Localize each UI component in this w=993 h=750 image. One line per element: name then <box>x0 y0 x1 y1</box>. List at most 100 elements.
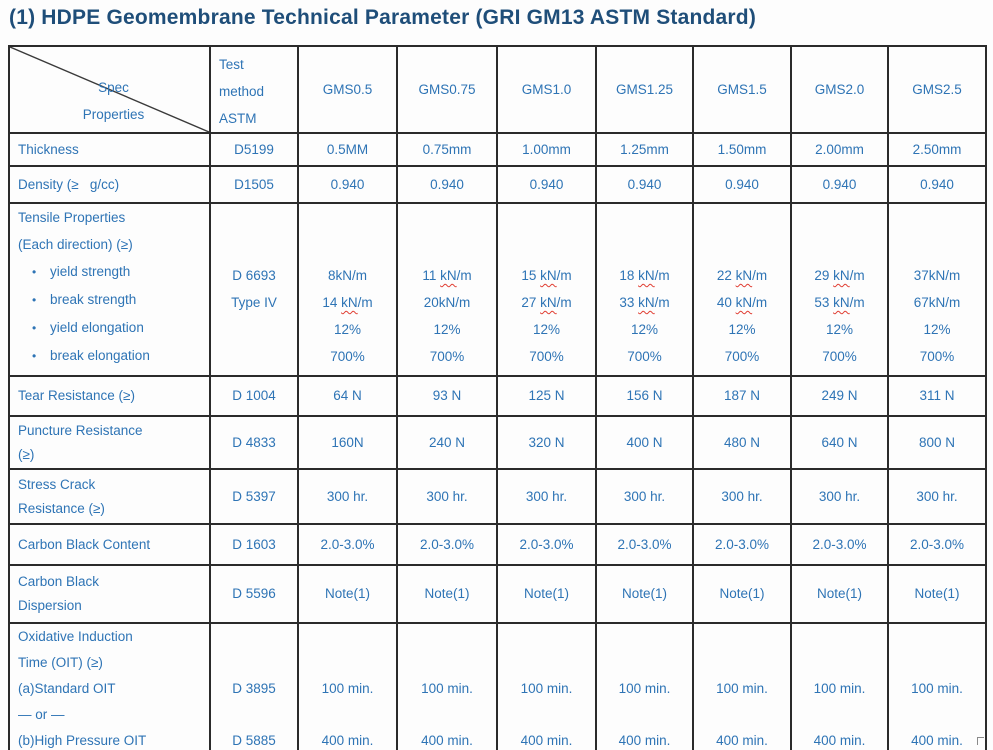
thickness-row: Thickness D5199 0.5MM 0.75mm 1.00mm 1.25… <box>8 132 987 167</box>
puncture-label-line: Puncture Resistance <box>18 422 143 438</box>
stress-crack-value: 300 hr. <box>396 468 498 525</box>
oit-label-line: Time (OIT) (≥) <box>18 655 103 670</box>
density-method: D1505 <box>209 165 299 204</box>
column-header-gms25: GMS2.5 <box>887 45 987 134</box>
puncture-value: 320 N <box>496 415 597 470</box>
stress-crack-row: Stress Crack Resistance (≥) D 5397 300 h… <box>8 468 987 525</box>
carbon-black-content-value: 2.0-3.0% <box>396 523 498 566</box>
tensile-method-line: D 6693 <box>232 268 276 283</box>
oit-method-high-pressure: D 5885 <box>232 733 276 748</box>
tensile-value: 20kN/m <box>423 295 471 310</box>
carbon-black-content-value: 2.0-3.0% <box>887 523 987 566</box>
bullet-icon: • <box>32 293 37 307</box>
density-row: Density (≥ g/cc) D1505 0.940 0.940 0.940… <box>8 165 987 204</box>
puncture-label-line: (≥) <box>18 446 35 462</box>
tear-value: 187 N <box>692 375 792 417</box>
tensile-label-line: Tensile Properties <box>18 210 126 225</box>
test-method-line: method <box>219 84 265 99</box>
oit-value-cell: 100 min. 400 min. <box>496 622 597 750</box>
oit-high-pressure-value: 400 min. <box>813 733 866 748</box>
carbon-black-dispersion-label-cell: Carbon Black Dispersion <box>8 564 211 624</box>
oit-value-cell: 100 min. 400 min. <box>790 622 889 750</box>
density-label: Density (≥ g/cc) <box>8 165 211 204</box>
oit-standard-value: 100 min. <box>618 681 671 696</box>
tensile-value-cell: 37kN/m 67kN/m 12% 700% <box>887 202 987 377</box>
tear-value: 311 N <box>887 375 987 417</box>
column-header-gms15: GMS1.5 <box>692 45 792 134</box>
carbon-black-content-value: 2.0-3.0% <box>692 523 792 566</box>
carbon-black-content-value: 2.0-3.0% <box>595 523 694 566</box>
tensile-value-cell: 29 kN/m 53 kN/m 12% 700% <box>790 202 889 377</box>
spec-label-block: Spec Properties <box>11 74 208 131</box>
diagonal-divider <box>10 47 209 132</box>
column-header-gms10: GMS1.0 <box>496 45 597 134</box>
spec-table: Spec Properties Test method ASTM GMS0.5 … <box>8 45 987 750</box>
tensile-value: 12% <box>825 322 854 337</box>
oit-high-pressure-value: 400 min. <box>321 733 374 748</box>
stress-crack-value: 300 hr. <box>496 468 597 525</box>
tensile-value-cell: 8kN/m 14 kN/m 12% 700% <box>297 202 398 377</box>
tensile-bullet-label: yield strength <box>50 264 131 279</box>
tear-row: Tear Resistance (≥) D 1004 64 N 93 N 125… <box>8 375 987 417</box>
tensile-value-cell: 11 kN/m 20kN/m 12% 700% <box>396 202 498 377</box>
puncture-value: 160N <box>297 415 398 470</box>
oit-label-line: Oxidative Induction <box>18 629 133 644</box>
tensile-value: 18 kN/m <box>619 268 670 283</box>
stress-crack-value: 300 hr. <box>692 468 792 525</box>
oit-high-pressure-value: 400 min. <box>716 733 768 748</box>
carbon-black-content-value: 2.0-3.0% <box>496 523 597 566</box>
carbon-black-content-value: 2.0-3.0% <box>297 523 398 566</box>
test-method-line: Test <box>219 57 244 72</box>
puncture-value: 480 N <box>692 415 792 470</box>
tensile-method-cell: D 6693 Type IV <box>209 202 299 377</box>
carbon-black-content-method: D 1603 <box>209 523 299 566</box>
tensile-label-cell: Tensile Properties (Each direction) (≥) … <box>8 202 211 377</box>
tear-value: 64 N <box>297 375 398 417</box>
stress-crack-value: 300 hr. <box>790 468 889 525</box>
puncture-label-cell: Puncture Resistance (≥) <box>8 415 211 470</box>
puncture-value: 800 N <box>887 415 987 470</box>
thickness-value: 1.00mm <box>496 132 597 167</box>
density-value: 0.940 <box>396 165 498 204</box>
stress-crack-value: 300 hr. <box>887 468 987 525</box>
tensile-value: 33 kN/m <box>619 295 670 310</box>
bullet-icon: • <box>32 321 37 335</box>
tensile-value-cell: 15 kN/m 27 kN/m 12% 700% <box>496 202 597 377</box>
oit-method-cell: D 3895 D 5885 <box>209 622 299 750</box>
column-header-gms075: GMS0.75 <box>396 45 498 134</box>
thickness-value: 2.50mm <box>887 132 987 167</box>
carbon-black-dispersion-value: Note(1) <box>496 564 597 624</box>
oit-value-cell: 100 min. 400 min. <box>595 622 694 750</box>
thickness-value: 1.50mm <box>692 132 792 167</box>
tensile-value: 700% <box>627 349 662 364</box>
tensile-value: 15 kN/m <box>521 268 572 283</box>
page-corner-mark <box>977 737 984 745</box>
density-value: 0.940 <box>692 165 792 204</box>
oit-standard-value: 100 min. <box>321 681 374 696</box>
oit-label-cell: Oxidative Induction Time (OIT) (≥) (a)St… <box>8 622 211 750</box>
tear-value: 93 N <box>396 375 498 417</box>
carbon-black-dispersion-value: Note(1) <box>396 564 498 624</box>
density-value: 0.940 <box>887 165 987 204</box>
oit-high-pressure-value: 400 min. <box>911 733 963 748</box>
tensile-value: 12% <box>630 322 659 337</box>
density-value: 0.940 <box>595 165 694 204</box>
tensile-value: 12% <box>728 322 756 337</box>
tensile-value: 27 kN/m <box>521 295 572 310</box>
puncture-method: D 4833 <box>209 415 299 470</box>
oit-label-line: (a)Standard OIT <box>18 681 116 696</box>
tensile-bullet-item: • yield elongation <box>18 314 205 342</box>
puncture-value: 400 N <box>595 415 694 470</box>
tensile-value: 53 kN/m <box>814 295 865 310</box>
tensile-value: 67kN/m <box>913 295 961 310</box>
table-header-row: Spec Properties Test method ASTM GMS0.5 … <box>8 45 987 134</box>
carbon-black-content-value: 2.0-3.0% <box>790 523 889 566</box>
tensile-value: 700% <box>822 349 857 364</box>
tensile-bullet-item: • yield strength <box>18 258 205 286</box>
column-header-gms05: GMS0.5 <box>297 45 398 134</box>
thickness-value: 1.25mm <box>595 132 694 167</box>
tensile-value: 700% <box>724 349 760 364</box>
properties-label: Properties <box>82 107 145 122</box>
tensile-value: 37kN/m <box>913 268 961 283</box>
carbon-black-dispersion-value: Note(1) <box>692 564 792 624</box>
